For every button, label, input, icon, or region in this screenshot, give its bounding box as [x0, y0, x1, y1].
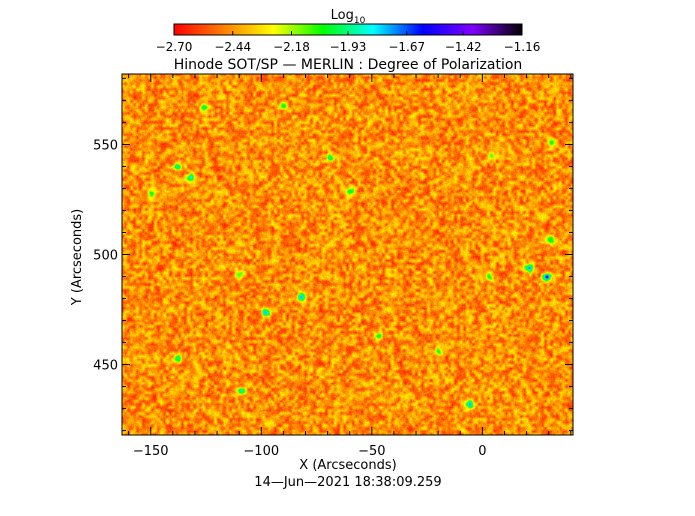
- x-tick-label: −150: [133, 444, 169, 459]
- y-tick-label: 550: [93, 138, 118, 153]
- colorbar-tick-label: −1.42: [445, 40, 482, 54]
- x-tick-label: −50: [358, 444, 385, 459]
- y-tick-label: 500: [93, 249, 118, 264]
- colorbar-tick-label: −1.16: [504, 40, 541, 54]
- timestamp-footer: 14—Jun—2021 18:38:09.259: [254, 475, 441, 490]
- colorbar-tick-label: −2.70: [156, 40, 193, 54]
- x-axis-label: X (Arcseconds): [299, 458, 396, 473]
- colorbar-tick-label: −1.67: [388, 40, 425, 54]
- x-tick-label: −100: [243, 444, 279, 459]
- colorbar-ticks: −2.70 −2.44 −2.18 −1.93 −1.67 −1.42 −1.16: [156, 31, 541, 54]
- colorbar-label-subscript: 10: [354, 16, 366, 26]
- chart-title: Hinode SOT/SP — MERLIN : Degree of Polar…: [174, 57, 523, 73]
- x-axis: −150 −100 −50 0: [128, 74, 572, 459]
- y-axis: 450 500 550: [93, 77, 573, 432]
- colorbar-tick-label: −1.93: [330, 40, 367, 54]
- x-tick-label: 0: [478, 444, 486, 459]
- y-tick-label: 450: [93, 359, 118, 374]
- colorbar-label: Log10: [331, 8, 366, 26]
- colorbar-tick-label: −2.44: [214, 40, 251, 54]
- y-axis-label: Y (Arcseconds): [70, 209, 85, 306]
- colorbar-tick-label: −2.18: [273, 40, 310, 54]
- heatmap-image: [122, 74, 573, 435]
